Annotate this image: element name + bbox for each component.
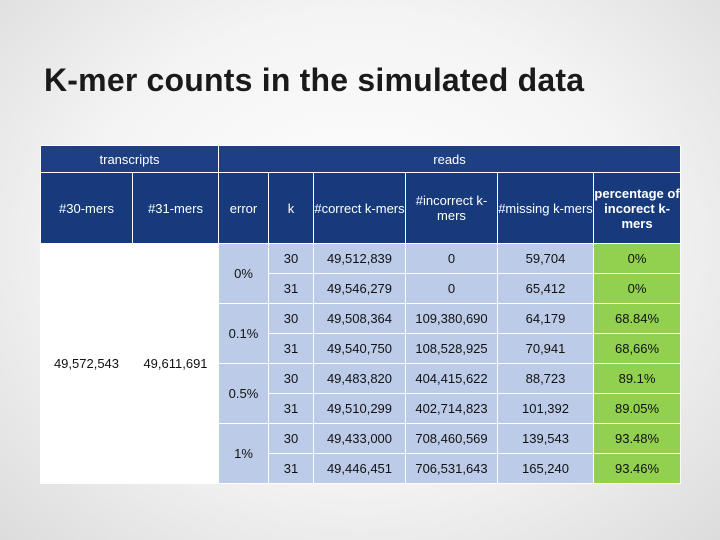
missing-kmers: 139,543 bbox=[497, 423, 594, 454]
missing-kmers: 65,412 bbox=[497, 273, 594, 304]
missing-kmers: 165,240 bbox=[497, 453, 594, 484]
reads-header: reads bbox=[217, 145, 682, 173]
k-value: 30 bbox=[268, 363, 314, 394]
col-error: error bbox=[218, 172, 269, 244]
percentage-incorrect: 0% bbox=[592, 243, 682, 274]
percentage-incorrect: 0% bbox=[592, 273, 682, 304]
missing-kmers: 101,392 bbox=[497, 393, 594, 424]
percentage-incorrect: 68.84% bbox=[592, 303, 682, 334]
missing-kmers: 88,723 bbox=[497, 363, 594, 394]
k-value: 31 bbox=[268, 273, 314, 304]
incorrect-kmers: 108,528,925 bbox=[405, 333, 498, 364]
missing-kmers: 59,704 bbox=[497, 243, 594, 274]
percentage-incorrect: 93.48% bbox=[592, 423, 682, 454]
k-value: 30 bbox=[268, 303, 314, 334]
correct-kmers: 49,546,279 bbox=[313, 273, 406, 304]
transcripts-30-value: 49,572,543 bbox=[40, 243, 133, 484]
percentage-incorrect: 68,66% bbox=[592, 333, 682, 364]
error-rate: 1% bbox=[218, 423, 269, 484]
col-incorrect: #incorrect k-mers bbox=[405, 172, 498, 244]
col-k: k bbox=[268, 172, 314, 244]
transcripts-header: transcripts bbox=[40, 145, 219, 173]
k-value: 30 bbox=[268, 423, 314, 454]
incorrect-kmers: 706,531,643 bbox=[405, 453, 498, 484]
slide-title: K-mer counts in the simulated data bbox=[44, 62, 585, 98]
kmer-table: transcripts reads #30-mers #31-mers erro… bbox=[40, 145, 682, 484]
incorrect-kmers: 109,380,690 bbox=[405, 303, 498, 334]
percentage-incorrect: 89.1% bbox=[592, 363, 682, 394]
error-rate: 0.1% bbox=[218, 303, 269, 364]
correct-kmers: 49,483,820 bbox=[313, 363, 406, 394]
incorrect-kmers: 0 bbox=[405, 243, 498, 274]
k-value: 30 bbox=[268, 243, 314, 274]
correct-kmers: 49,510,299 bbox=[313, 393, 406, 424]
correct-kmers: 49,446,451 bbox=[313, 453, 406, 484]
k-value: 31 bbox=[268, 453, 314, 484]
col-31-mers: #31-mers bbox=[132, 172, 219, 244]
correct-kmers: 49,433,000 bbox=[313, 423, 406, 454]
missing-kmers: 70,941 bbox=[497, 333, 594, 364]
k-value: 31 bbox=[268, 333, 314, 364]
incorrect-kmers: 0 bbox=[405, 273, 498, 304]
incorrect-kmers: 402,714,823 bbox=[405, 393, 498, 424]
percentage-incorrect: 89.05% bbox=[592, 393, 682, 424]
col-correct: #correct k-mers bbox=[313, 172, 406, 244]
percentage-incorrect: 93.46% bbox=[592, 453, 682, 484]
k-value: 31 bbox=[268, 393, 314, 424]
incorrect-kmers: 404,415,622 bbox=[405, 363, 498, 394]
col-missing: #missing k-mers bbox=[497, 172, 594, 244]
incorrect-kmers: 708,460,569 bbox=[405, 423, 498, 454]
missing-kmers: 64,179 bbox=[497, 303, 594, 334]
col-30-mers: #30-mers bbox=[40, 172, 133, 244]
correct-kmers: 49,512,839 bbox=[313, 243, 406, 274]
correct-kmers: 49,540,750 bbox=[313, 333, 406, 364]
col-percentage: percentage of incorect k-mers bbox=[592, 172, 682, 244]
error-rate: 0% bbox=[218, 243, 269, 304]
transcripts-31-value: 49,611,691 bbox=[132, 243, 219, 484]
correct-kmers: 49,508,364 bbox=[313, 303, 406, 334]
error-rate: 0.5% bbox=[218, 363, 269, 424]
